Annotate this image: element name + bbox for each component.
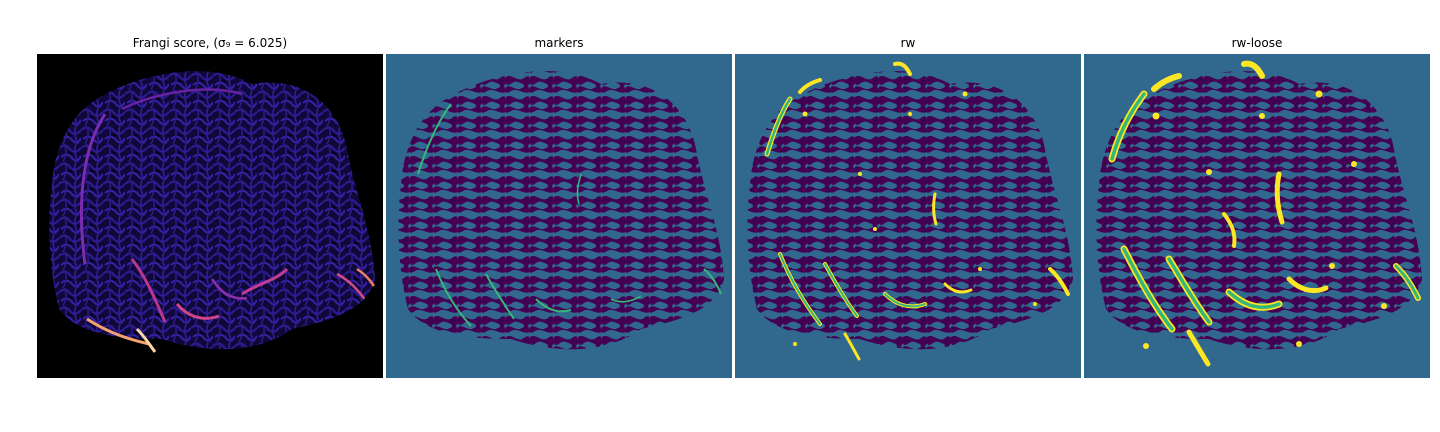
rw-panel: rw <box>735 34 1081 378</box>
markers-title: markers <box>534 36 584 50</box>
frangi-score-panel: Frangi score, (σ₉ = 6.025) <box>37 34 383 378</box>
markers-image <box>386 54 732 378</box>
markers-panel: markers <box>386 34 732 378</box>
frangi-score-image <box>37 54 383 378</box>
rw-loose-image <box>1084 54 1430 378</box>
rw-image <box>735 54 1081 378</box>
rw-loose-panel: rw-loose <box>1084 34 1430 378</box>
rw-title: rw <box>900 36 916 50</box>
rw-loose-title: rw-loose <box>1231 36 1283 50</box>
frangi-score-title: Frangi score, (σ₉ = 6.025) <box>132 36 288 50</box>
